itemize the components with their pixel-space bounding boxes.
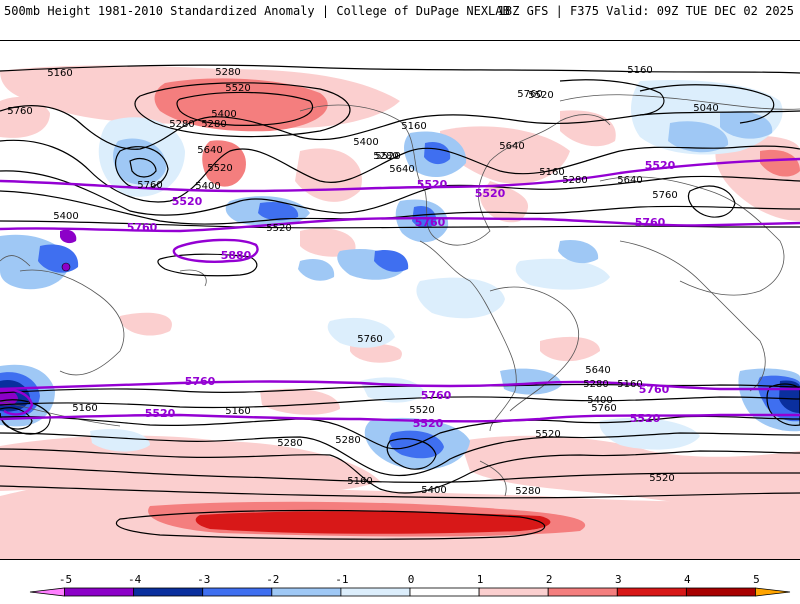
height-contour-label: 5640	[499, 141, 524, 152]
height-contour-label: 5280	[373, 151, 398, 162]
height-contour-label: 5280	[562, 175, 587, 186]
height-contour-label: 5400	[587, 395, 612, 406]
legend-color-bin	[685, 587, 756, 597]
height-contour-label: 5760	[517, 89, 542, 100]
height-contour-label: 5160	[401, 121, 426, 132]
map-title: 500mb Height 1981-2010 Standardized Anom…	[4, 4, 510, 18]
height-contours	[0, 64, 800, 540]
height-contour-label: 5280	[169, 119, 194, 130]
legend-color-bin	[133, 587, 204, 597]
height-contour-label: 5760	[652, 190, 677, 201]
height-contour-label: 5640	[197, 145, 222, 156]
legend-color-bin	[478, 587, 549, 597]
reference-contour-label: 5760	[185, 375, 216, 388]
height-contour-label: 5520	[528, 90, 553, 101]
reference-contours	[0, 157, 800, 423]
reference-contour-label: 5520	[417, 178, 448, 191]
legend-tick-label: 4	[684, 573, 691, 586]
height-contour-label: 5760	[591, 403, 616, 414]
height-contour-label: 5160	[72, 403, 97, 414]
reference-contour-label: 5760	[639, 383, 670, 396]
model-run-info: 18Z GFS | F375 Valid: 09Z TUE DEC 02 202…	[497, 4, 794, 18]
height-contour-label: 5160	[347, 476, 372, 487]
height-contour-label: 5520	[409, 405, 434, 416]
negative-anomaly-shading	[0, 79, 800, 470]
height-contour-label: 5640	[389, 164, 414, 175]
height-contour-label: 5520	[649, 473, 674, 484]
height-contour-label: 5640	[617, 175, 642, 186]
height-contour-label: 5280	[335, 435, 360, 446]
height-contour-label: 5400	[211, 109, 236, 120]
reference-contour-label: 5520	[645, 159, 676, 172]
height-contour-label: 5280	[277, 438, 302, 449]
legend-color-bin	[202, 587, 273, 597]
reference-contour-label: 5760	[421, 389, 452, 402]
legend-color-bin	[616, 587, 687, 597]
height-contour-label: 5520	[266, 223, 291, 234]
reference-contour-label: 5520	[172, 195, 203, 208]
height-contour-label: 5520	[375, 151, 400, 162]
height-contour-label: 5160	[627, 65, 652, 76]
map-panel: 5280 5520 5400 5280 5280 5160 5160 5040 5400 5520…	[0, 40, 800, 560]
legend-tick-label: 2	[546, 573, 553, 586]
height-contour-label: 5160	[225, 406, 250, 417]
height-contour-label: 5760	[357, 334, 382, 345]
height-contour-label: 5280	[515, 486, 540, 497]
height-contour-label: 5280	[201, 119, 226, 130]
reference-contour-label: 5520	[413, 417, 444, 430]
color-legend-bar: -5 -4 -3 -2 -1 0 1 2 3 4 5	[29, 573, 791, 597]
legend-tick-label: 5	[753, 573, 760, 586]
height-contour-label: 5760	[7, 106, 32, 117]
height-contour-label: 5400	[195, 181, 220, 192]
reference-contour-label: 5760	[635, 216, 666, 229]
legend-tick-label: -2	[266, 573, 279, 586]
legend-color-bin	[755, 587, 791, 597]
height-contour-label: 5280	[215, 67, 240, 78]
height-contour-label: 5160	[47, 68, 72, 79]
height-contour-label: 5400	[353, 137, 378, 148]
height-contour-label: 5160	[539, 167, 564, 178]
low-center-marker	[61, 262, 71, 272]
reference-contour-label: 5880	[221, 249, 252, 262]
legend-color-bin	[409, 587, 480, 597]
height-contour-label: 5520	[225, 83, 250, 94]
height-contour-label: 5160	[617, 379, 642, 390]
reference-contour-label: 5760	[127, 221, 158, 234]
height-contour-label: 5040	[693, 103, 718, 114]
legend-color-bin	[547, 587, 618, 597]
legend-tick-label: -1	[335, 573, 348, 586]
height-contour-label: 5400	[421, 485, 446, 496]
reference-contour-label: 5520	[145, 407, 176, 420]
legend-color-bin	[340, 587, 411, 597]
legend-tick-label: 1	[477, 573, 484, 586]
legend-tick-label: -3	[197, 573, 210, 586]
reference-contour-label: 5520	[630, 412, 661, 425]
legend-tick-label: -4	[128, 573, 142, 586]
height-contour-label: 5640	[585, 365, 610, 376]
legend-color-bin	[271, 587, 342, 597]
reference-contour-label: 5520	[475, 187, 506, 200]
height-contour-label: 5520	[535, 429, 560, 440]
legend-tick-label: 3	[615, 573, 622, 586]
legend-tick-label: 0	[408, 573, 415, 586]
reference-contour-label: 5760	[415, 216, 446, 229]
height-contour-label: 5280	[583, 379, 608, 390]
color-legend: -5 -4 -3 -2 -1 0 1 2 3 4 5	[0, 560, 800, 600]
legend-tick-label: -5	[59, 573, 72, 586]
height-contour-label: 5760	[137, 180, 162, 191]
height-contour-label: 5400	[53, 211, 78, 222]
legend-color-bin	[64, 587, 135, 597]
height-contour-label: 5520	[207, 163, 232, 174]
legend-color-bin	[29, 587, 65, 597]
